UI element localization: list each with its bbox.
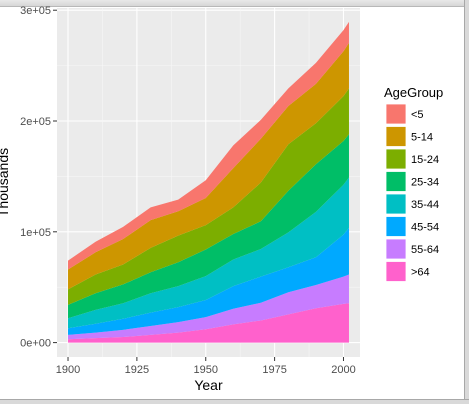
- legend: <5 5-14 15-24 25-34 35-44 45-54 55-64 >64: [385, 103, 439, 282]
- area-series-15-24: [68, 88, 349, 305]
- area-series-layer: [68, 21, 349, 343]
- legend-key-45-54: [385, 216, 407, 237]
- legend-label-25-34: 25-34: [411, 177, 439, 189]
- legend-label-15-24: 15-24: [411, 154, 439, 166]
- y-axis-title: Thousands: [0, 148, 11, 217]
- area-series-25-34: [68, 134, 349, 319]
- legend-key-35-44: [385, 193, 407, 215]
- y-tick-label: 2e+05: [20, 116, 51, 128]
- x-tick-label: 1950: [194, 364, 218, 376]
- x-axis-title: Year: [194, 377, 223, 393]
- x-tick-label: 1900: [56, 364, 80, 376]
- area-series-under-5: [68, 21, 349, 270]
- legend-key-under-5: [385, 103, 407, 125]
- window-right-border: [464, 0, 469, 404]
- y-tick-label: 0e+00: [20, 338, 51, 350]
- legend-key-over-64: [385, 261, 407, 282]
- area-series-45-54: [68, 227, 349, 335]
- area-series-5-14: [68, 42, 349, 290]
- y-tick-label: 1e+05: [20, 227, 51, 239]
- y-tick-label: 3e+05: [20, 5, 51, 17]
- legend-key-25-34: [385, 171, 407, 192]
- y-axis: 0e+00 1e+05 2e+05 3e+05: [20, 5, 57, 350]
- legend-label-35-44: 35-44: [411, 199, 439, 211]
- legend-label-over-64: >64: [411, 267, 430, 279]
- legend-key-55-64: [385, 238, 407, 260]
- x-tick-label: 1975: [262, 364, 286, 376]
- x-axis: 1900 1925 1950 1975 2000: [56, 357, 356, 376]
- legend-label-45-54: 45-54: [411, 222, 439, 234]
- legend-label-55-64: 55-64: [411, 244, 439, 256]
- x-tick-label: 2000: [331, 364, 355, 376]
- legend-label-under-5: <5: [411, 109, 424, 121]
- x-tick-label: 1925: [125, 364, 149, 376]
- legend-title: AgeGroup: [384, 85, 443, 100]
- legend-label-5-14: 5-14: [411, 132, 433, 144]
- legend-key-5-14: [385, 126, 407, 147]
- area-series-35-44: [68, 177, 349, 329]
- legend-key-15-24: [385, 148, 407, 170]
- window-top-bar: [0, 0, 469, 7]
- area-series-55-64: [68, 274, 349, 340]
- area-series-over-64: [68, 303, 349, 343]
- window-bottom-border: [0, 399, 469, 404]
